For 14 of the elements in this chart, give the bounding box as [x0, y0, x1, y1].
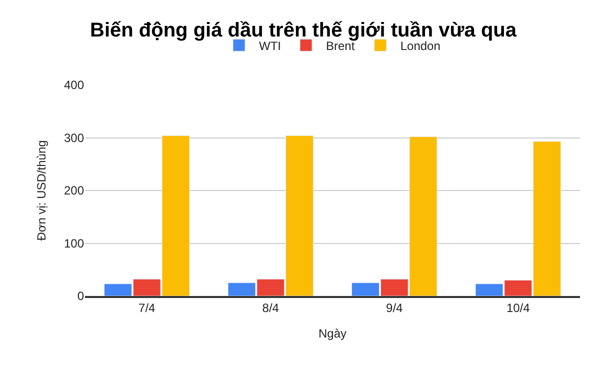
x-axis-title: Ngày: [318, 326, 347, 341]
y-tick-label: 0: [77, 289, 84, 304]
y-tick-label: 100: [64, 236, 84, 250]
chart-title: Biến động giá dầu trên thế giới tuần vừa qua: [90, 19, 518, 42]
x-tick-label: 8/4: [262, 301, 280, 316]
x-tick-label: 9/4: [386, 301, 404, 316]
y-tick-label: 400: [64, 78, 84, 92]
x-tick-label: 7/4: [138, 301, 156, 316]
legend-label: WTI: [259, 38, 281, 53]
y-tick-label: 300: [64, 130, 84, 145]
y-axis-title: Đơn vị: USD/thùng: [34, 140, 48, 241]
x-tick-label: 10/4: [506, 301, 530, 316]
legend-label: London: [400, 38, 440, 53]
y-tick-label: 200: [64, 184, 84, 198]
